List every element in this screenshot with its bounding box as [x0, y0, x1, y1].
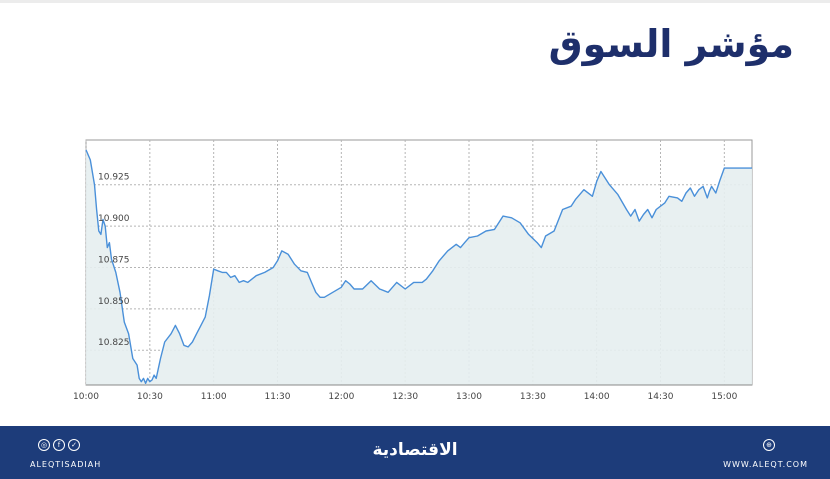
facebook-icon[interactable]: f [53, 439, 65, 451]
y-tick-label: 10.925 [98, 173, 130, 183]
chart-area [85, 149, 752, 385]
x-tick-label: 13:00 [456, 392, 482, 402]
y-tick-label: 10.875 [98, 255, 130, 265]
website-link[interactable]: WWW.ALEQT.COM [723, 460, 808, 469]
top-border [0, 0, 830, 3]
y-tick-label: 10.825 [98, 338, 130, 348]
y-tick-label: 10.850 [98, 297, 130, 307]
series-area-fill [86, 149, 752, 385]
line-chart: 10:00 10:30 11:00 11:30 12:00 12:30 13:00 13:30… [73, 139, 753, 402]
x-tick-label: 14:00 [584, 392, 610, 402]
social-handle[interactable]: ALEQTISADIAH [30, 460, 102, 469]
page-title: مؤشر السوق [548, 22, 794, 66]
instagram-icon[interactable]: ◎ [38, 439, 50, 451]
x-tick-label: 15:00 [711, 392, 737, 402]
x-tick-label: 11:30 [265, 392, 291, 402]
globe-icon[interactable]: ⊕ [763, 439, 775, 451]
brand-logo-text: الاقتصادية [372, 440, 458, 460]
footer-bar: ◎ f ✓ ALEQTISADIAH الاقتصادية ⊕ WWW.ALEQ… [0, 426, 830, 479]
x-tick-label: 13:30 [520, 392, 546, 402]
x-tick-label: 12:30 [392, 392, 418, 402]
social-icons: ◎ f ✓ [38, 439, 80, 451]
x-tick-label: 14:30 [648, 392, 674, 402]
x-tick-label: 10:00 [73, 392, 99, 402]
twitter-icon[interactable]: ✓ [68, 439, 80, 451]
x-tick-label: 12:00 [328, 392, 354, 402]
y-tick-label: 10.900 [98, 214, 130, 224]
chart-labels: 10:00 10:30 11:00 11:30 12:00 12:30 13:00 13:30… [73, 173, 738, 402]
series-line [85, 149, 752, 384]
x-tick-label: 11:00 [201, 392, 227, 402]
x-tick-label: 10:30 [137, 392, 163, 402]
